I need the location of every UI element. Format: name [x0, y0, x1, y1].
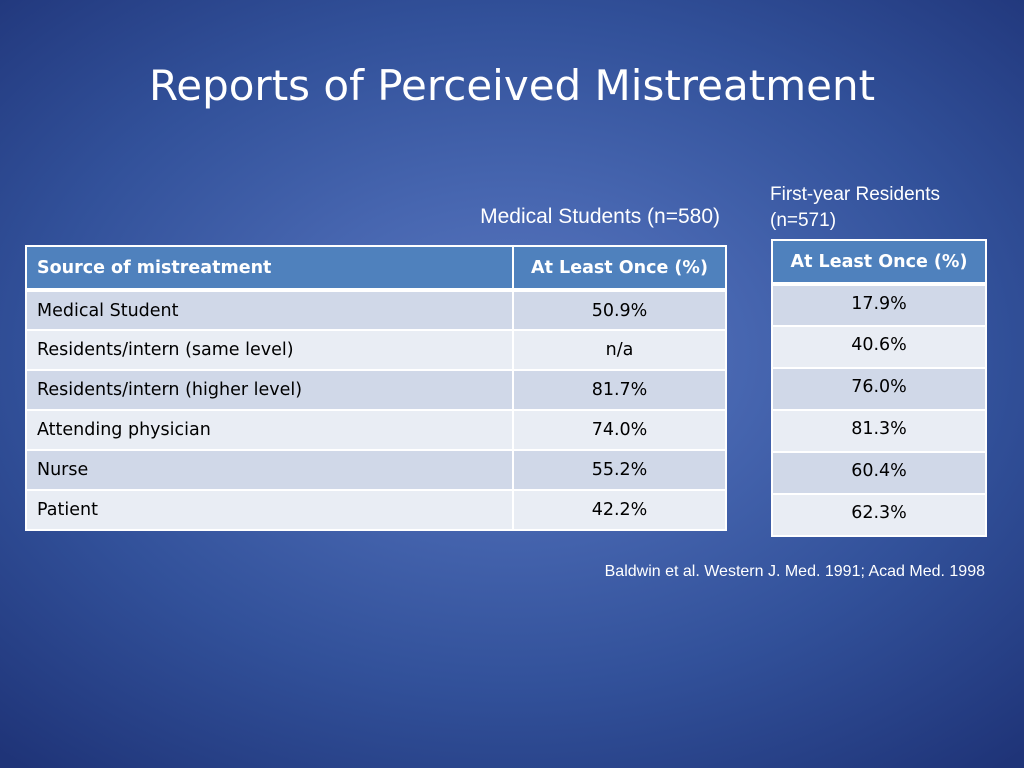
residents-caption-line-2: (n=571) — [770, 210, 837, 231]
slide-title: Reports of Perceived Mistreatment — [148, 61, 876, 110]
table-row: Medical Student 50.9% — [25, 289, 727, 331]
table-row: 40.6% — [771, 325, 987, 369]
citation: Baldwin et al. Western J. Med. 1991; Aca… — [604, 563, 985, 580]
source-cell: Nurse — [25, 449, 514, 491]
table-row: Nurse 55.2% — [25, 449, 727, 491]
table-row: 76.0% — [771, 367, 987, 411]
students-table-caption: Medical Students (n=580) — [480, 205, 720, 228]
value-cell: 40.6% — [771, 325, 987, 369]
value-cell: 74.0% — [512, 409, 727, 451]
value-cell: 76.0% — [771, 367, 987, 411]
source-cell: Medical Student — [25, 289, 514, 331]
value-cell: 42.2% — [512, 489, 727, 531]
value-cell: n/a — [512, 329, 727, 371]
source-cell: Patient — [25, 489, 514, 531]
table-row: Residents/intern (same level) n/a — [25, 329, 727, 371]
table-row: 60.4% — [771, 451, 987, 495]
value-cell: 50.9% — [512, 289, 727, 331]
table-header-row: At Least Once (%) — [771, 239, 987, 286]
table-row: Residents/intern (higher level) 81.7% — [25, 369, 727, 411]
source-cell: Residents/intern (higher level) — [25, 369, 514, 411]
value-cell: 60.4% — [771, 451, 987, 495]
header-source: Source of mistreatment — [25, 245, 514, 292]
header-at-least-once: At Least Once (%) — [512, 245, 727, 292]
value-cell: 81.3% — [771, 409, 987, 453]
table-row: Patient 42.2% — [25, 489, 727, 531]
table-row: 62.3% — [771, 493, 987, 537]
students-mistreatment-table: Source of mistreatment At Least Once (%)… — [25, 245, 727, 531]
residents-caption-line-1: First-year Residents — [770, 184, 940, 205]
value-cell: 55.2% — [512, 449, 727, 491]
table-row: 17.9% — [771, 283, 987, 327]
header-at-least-once: At Least Once (%) — [771, 239, 987, 286]
value-cell: 81.7% — [512, 369, 727, 411]
value-cell: 62.3% — [771, 493, 987, 537]
source-cell: Attending physician — [25, 409, 514, 451]
table-header-row: Source of mistreatment At Least Once (%) — [25, 245, 727, 292]
table-row: Attending physician 74.0% — [25, 409, 727, 451]
residents-table-caption: First-year Residents (n=571) — [770, 182, 940, 234]
value-cell: 17.9% — [771, 283, 987, 327]
residents-mistreatment-table: At Least Once (%) 17.9% 40.6% 76.0% 81.3… — [771, 239, 987, 537]
source-cell: Residents/intern (same level) — [25, 329, 514, 371]
table-row: 81.3% — [771, 409, 987, 453]
